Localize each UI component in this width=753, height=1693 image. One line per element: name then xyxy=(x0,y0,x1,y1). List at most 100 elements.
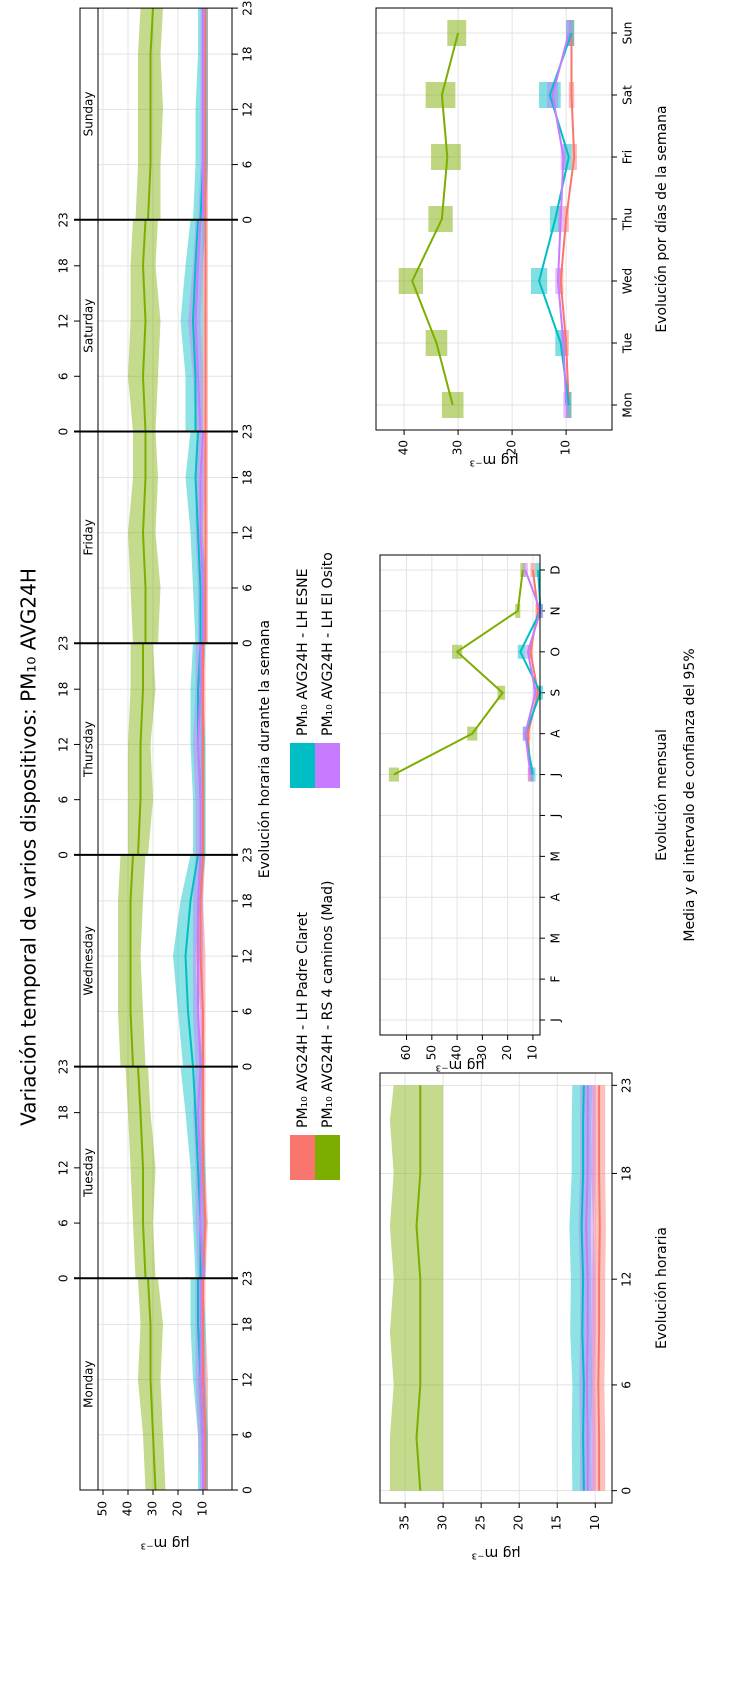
x-axis-title: Evolución horaria xyxy=(654,1227,670,1349)
confidence-band xyxy=(125,1066,156,1279)
x-tick-label: 0 xyxy=(57,1274,71,1282)
strip-label: Wednesday xyxy=(82,926,96,995)
series-line xyxy=(194,219,202,432)
series-line xyxy=(551,32,570,406)
confidence-band xyxy=(128,431,161,644)
x-tick-label: 23 xyxy=(241,847,255,862)
x-tick-label: J xyxy=(549,1018,563,1023)
y-tick-label: 30 xyxy=(451,440,465,455)
y-axis-title: μg m⁻³ xyxy=(470,452,519,468)
strip-label: Thursday xyxy=(82,721,96,778)
x-tick-label: 18 xyxy=(620,1166,634,1181)
y-tick-label: 10 xyxy=(588,1515,602,1530)
x-tick-label: 18 xyxy=(57,1105,71,1120)
y-tick-label: 10 xyxy=(196,1501,210,1516)
confidence-band xyxy=(118,854,146,1067)
x-tick-label: 18 xyxy=(241,46,255,61)
series-line xyxy=(597,1085,601,1491)
confidence-box xyxy=(517,644,526,659)
y-tick-label: 30 xyxy=(436,1515,450,1530)
x-tick-label: N xyxy=(549,606,563,615)
y-tick-label: 20 xyxy=(512,1515,526,1530)
strip-label: Sunday xyxy=(82,91,96,136)
series-line xyxy=(538,32,573,406)
x-tick-label: 18 xyxy=(57,258,71,273)
strip-label: Saturday xyxy=(82,299,96,353)
x-tick-label: 0 xyxy=(57,428,71,436)
x-tick-label: 0 xyxy=(241,1063,255,1071)
chart-title: Variación temporal de varios dispositivo… xyxy=(17,568,41,1126)
x-axis-title: Evolución por días de la semana xyxy=(654,105,670,332)
confidence-box xyxy=(388,767,399,782)
x-tick-label: 6 xyxy=(57,372,71,380)
x-tick-label: S xyxy=(549,689,563,697)
x-tick-label: Fri xyxy=(621,150,635,164)
x-tick-label: 12 xyxy=(241,1372,255,1387)
y-tick-label: 50 xyxy=(96,1501,110,1516)
legend-swatch xyxy=(315,1135,340,1180)
series-line xyxy=(137,1066,147,1279)
legend-label: PM₁₀ AVG24H - LH ESNE xyxy=(295,569,311,736)
x-tick-label: 12 xyxy=(57,737,71,752)
series-line xyxy=(411,32,460,406)
series-line xyxy=(141,219,147,432)
y-tick-label: 40 xyxy=(397,440,411,455)
series-line xyxy=(199,431,204,644)
series-line xyxy=(196,1066,204,1279)
panel-frame xyxy=(379,1072,613,1504)
series-line xyxy=(196,643,202,855)
y-tick-label: 35 xyxy=(398,1515,412,1530)
x-tick-label: 6 xyxy=(241,1431,255,1439)
strip-label: Tuesday xyxy=(82,1148,96,1198)
confidence-band xyxy=(128,643,156,855)
series-line xyxy=(202,1278,207,1490)
series-line xyxy=(184,854,199,1067)
x-tick-label: Sun xyxy=(621,22,635,45)
legend-swatch xyxy=(290,743,315,788)
legend-label: PM₁₀ AVG24H - LH Padre Claret xyxy=(295,912,311,1128)
confidence-band xyxy=(135,8,163,220)
x-tick-label: 12 xyxy=(620,1272,634,1287)
x-tick-label: 6 xyxy=(241,161,255,169)
y-tick-label: 20 xyxy=(500,1045,514,1060)
confidence-box xyxy=(425,82,456,108)
x-tick-label: 23 xyxy=(241,0,255,15)
caption: Media y el intervalo de confianza del 95… xyxy=(682,648,698,941)
x-tick-label: J xyxy=(549,814,563,819)
y-axis-title: μg m⁻³ xyxy=(141,1535,190,1551)
panel-frame xyxy=(79,7,233,1491)
series-line xyxy=(393,569,524,776)
x-tick-label: 23 xyxy=(241,1271,255,1286)
confidence-box xyxy=(447,20,467,46)
x-tick-label: 12 xyxy=(241,102,255,117)
x-tick-label: 6 xyxy=(241,1008,255,1016)
strip-label: Friday xyxy=(82,519,96,555)
x-tick-label: D xyxy=(549,565,563,574)
x-tick-label: 18 xyxy=(241,1317,255,1332)
x-tick-label: Wed xyxy=(621,268,635,294)
y-tick-label: 50 xyxy=(424,1045,438,1060)
y-tick-label: 25 xyxy=(474,1515,488,1530)
series-line xyxy=(147,8,154,220)
x-tick-label: Mon xyxy=(621,392,635,417)
x-axis-title: Evolución mensual xyxy=(654,729,670,861)
y-tick-label: 30 xyxy=(475,1045,489,1060)
strip-label: Monday xyxy=(82,1360,96,1407)
confidence-band xyxy=(193,8,208,220)
series-line xyxy=(147,1278,157,1491)
series-line xyxy=(197,854,202,1067)
x-tick-label: Tue xyxy=(621,333,635,355)
confidence-band xyxy=(128,219,161,432)
x-tick-label: 6 xyxy=(241,584,255,592)
x-tick-label: 12 xyxy=(57,1160,71,1175)
legend-swatch xyxy=(315,743,340,788)
legend-label: PM₁₀ AVG24H - RS 4 caminos (Mad) xyxy=(320,881,336,1128)
x-tick-label: 18 xyxy=(241,893,255,908)
series-line xyxy=(191,219,199,432)
plot-area: Variación temporal de varios dispositivo… xyxy=(17,0,699,1561)
x-tick-label: 0 xyxy=(620,1487,634,1495)
x-tick-label: 12 xyxy=(57,313,71,328)
x-tick-label: 6 xyxy=(57,796,71,804)
series-line xyxy=(524,569,542,775)
